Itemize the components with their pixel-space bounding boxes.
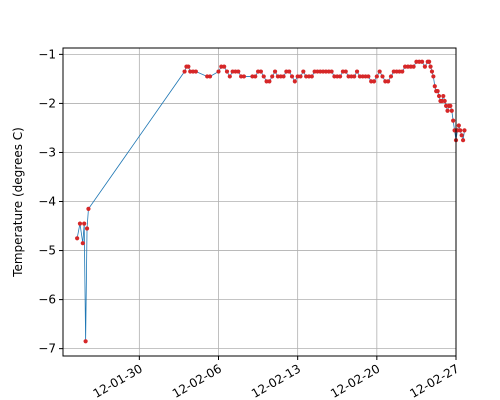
data-point (419, 59, 425, 64)
data-point (441, 93, 446, 99)
data-point (456, 123, 461, 128)
data-point (428, 64, 433, 69)
data-point (436, 93, 442, 99)
data-point (80, 241, 85, 246)
data-point (281, 74, 286, 79)
data-point (309, 74, 314, 79)
data-point (388, 74, 394, 79)
data-point (337, 74, 343, 79)
data-point (289, 74, 295, 79)
data-point (292, 79, 297, 84)
data-point (301, 69, 306, 74)
data-point (329, 69, 334, 74)
data-point (193, 69, 198, 74)
data-point (352, 74, 357, 79)
y-tick-label: −7 (38, 342, 56, 356)
y-tick-label: −4 (38, 195, 56, 209)
data-point (267, 79, 272, 84)
y-tick-label: −2 (38, 96, 56, 110)
data-point (83, 339, 88, 344)
data-point (432, 84, 437, 89)
y-tick-label: −1 (38, 47, 56, 61)
data-point (224, 69, 230, 74)
data-point (241, 74, 247, 79)
data-point (458, 128, 463, 133)
data-point (207, 74, 213, 79)
data-point (460, 138, 466, 143)
y-tick-label: −6 (38, 293, 56, 307)
data-point (427, 59, 432, 64)
data-point (261, 74, 266, 79)
data-point (400, 69, 405, 74)
data-point (445, 108, 450, 113)
data-point (442, 98, 447, 104)
data-point (298, 74, 303, 79)
data-point (448, 103, 453, 108)
data-point (75, 236, 80, 241)
y-tick-label: −3 (38, 145, 56, 159)
data-point (354, 69, 360, 74)
data-point (371, 79, 377, 84)
data-point (429, 69, 435, 74)
data-point (236, 69, 241, 74)
data-point (435, 89, 440, 94)
data-point (216, 69, 221, 74)
data-point (270, 74, 275, 79)
data-point (222, 64, 227, 69)
data-point (459, 133, 464, 138)
data-point (451, 118, 456, 123)
data-point (258, 69, 264, 74)
data-point (422, 64, 427, 69)
data-point (82, 221, 87, 226)
y-tick-label: −5 (38, 244, 56, 258)
data-point (287, 69, 292, 74)
series-layer (75, 59, 467, 344)
y-axis-label: Temperature (degrees C) (11, 127, 25, 278)
data-point (411, 64, 416, 69)
data-point (380, 74, 385, 79)
data-point (431, 74, 436, 79)
data-point (377, 69, 382, 74)
data-point (374, 74, 379, 79)
data-point (462, 128, 467, 133)
data-point (84, 226, 90, 231)
data-point (366, 74, 371, 79)
data-point (182, 69, 187, 74)
data-point (227, 74, 232, 79)
data-point (272, 69, 278, 74)
data-point (77, 221, 83, 226)
data-point (449, 108, 454, 113)
data-point (253, 74, 258, 79)
data-point (343, 69, 348, 74)
data-point (186, 64, 191, 69)
data-point (86, 206, 91, 211)
data-point (386, 79, 391, 84)
